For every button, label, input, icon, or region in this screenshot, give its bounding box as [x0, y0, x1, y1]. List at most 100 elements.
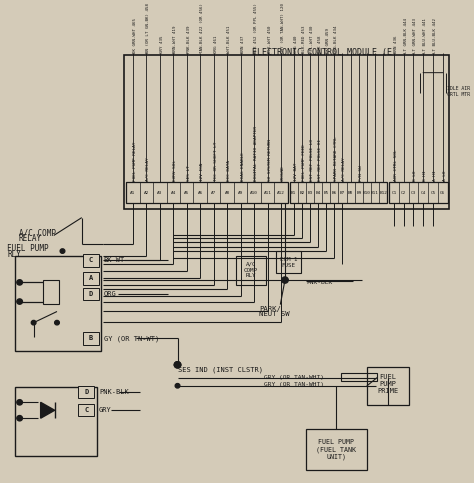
Text: ECC DATA: ECC DATA: [227, 159, 231, 181]
Text: BLK-WHT 450: BLK-WHT 450: [267, 25, 272, 53]
Bar: [82, 332, 99, 345]
Text: EST REF PULSE LO: EST REF PULSE LO: [310, 139, 314, 181]
Bar: [236, 256, 266, 284]
Text: A/C
COMP
RLY: A/C COMP RLY: [244, 262, 258, 278]
Text: GROUND: GROUND: [281, 165, 285, 181]
Circle shape: [174, 362, 181, 368]
Text: B11: B11: [371, 191, 379, 195]
Text: B LO: B LO: [413, 170, 418, 181]
Text: C5: C5: [430, 191, 436, 195]
Text: C1: C1: [392, 191, 397, 195]
Text: A1: A1: [130, 191, 136, 195]
Circle shape: [31, 320, 36, 325]
Circle shape: [17, 399, 22, 405]
Text: A LO: A LO: [443, 170, 447, 181]
Bar: [124, 55, 448, 209]
Text: C: C: [89, 257, 93, 263]
Text: PPL-WHT 430: PPL-WHT 430: [310, 25, 314, 53]
Text: GY (OR TN-WT): GY (OR TN-WT): [104, 335, 159, 342]
Text: C2: C2: [401, 191, 406, 195]
Text: BRN 437: BRN 437: [241, 35, 245, 53]
Bar: [290, 182, 387, 203]
Text: A6: A6: [198, 191, 203, 195]
Text: B2: B2: [299, 191, 304, 195]
Text: P/N SW: P/N SW: [359, 165, 363, 181]
Text: BRN 436: BRN 436: [394, 35, 398, 53]
Bar: [389, 182, 447, 203]
Text: B6: B6: [332, 191, 337, 195]
Bar: [43, 280, 59, 304]
Text: GRY (OR TAN-WHT): GRY (OR TAN-WHT): [264, 383, 324, 387]
Text: TCC OR SHIFT LT: TCC OR SHIFT LT: [214, 141, 218, 181]
Text: EST REF PULSE HI: EST REF PULSE HI: [318, 139, 322, 181]
Text: GRY (OR TAN-WHT): GRY (OR TAN-WHT): [264, 375, 324, 380]
Text: A8: A8: [225, 191, 230, 195]
Text: PNK-BLK: PNK-BLK: [306, 280, 332, 285]
Text: B HI: B HI: [423, 170, 427, 181]
Text: A4: A4: [171, 191, 176, 195]
Bar: [15, 387, 97, 456]
Text: AIR CTRL SOL: AIR CTRL SOL: [394, 149, 398, 181]
Bar: [126, 182, 288, 203]
Text: C: C: [84, 407, 88, 413]
Text: EVRV SOL: EVRV SOL: [173, 159, 177, 181]
Text: A7: A7: [211, 191, 216, 195]
Text: GRY: GRY: [99, 407, 112, 413]
Bar: [82, 254, 99, 267]
Text: SES LT: SES LT: [187, 165, 191, 181]
Text: A10: A10: [250, 191, 258, 195]
Text: C3: C3: [411, 191, 416, 195]
Circle shape: [175, 384, 180, 388]
Text: BN (OR LT GN-BK) 458: BN (OR LT GN-BK) 458: [146, 2, 150, 53]
Text: A12: A12: [277, 191, 285, 195]
Circle shape: [60, 249, 65, 253]
Text: A5: A5: [184, 191, 190, 195]
Text: A HI: A HI: [433, 170, 437, 181]
Bar: [78, 386, 94, 398]
Text: GRY 435: GRY 435: [160, 35, 164, 53]
Text: D: D: [89, 291, 93, 297]
Bar: [15, 256, 101, 352]
Text: A11: A11: [264, 191, 272, 195]
Text: RLY: RLY: [7, 250, 21, 259]
Circle shape: [55, 320, 59, 325]
Text: RELAY: RELAY: [18, 234, 42, 243]
Text: A/C COMP: A/C COMP: [18, 229, 55, 238]
Text: SES IND (INST CLSTR): SES IND (INST CLSTR): [178, 366, 263, 372]
Circle shape: [17, 280, 22, 285]
Text: TAN-BLK 422 (OR 456): TAN-BLK 422 (OR 456): [200, 2, 204, 53]
Text: DIGITAL RATIO ADAPTER: DIGITAL RATIO ADAPTER: [254, 126, 258, 181]
Text: B8: B8: [348, 191, 353, 195]
Text: BRN-WHT 419: BRN-WHT 419: [173, 25, 177, 53]
Text: LT BLU-BLK 442: LT BLU-BLK 442: [433, 17, 437, 53]
Text: BLK 452 (OR PPL 455): BLK 452 (OR PPL 455): [254, 2, 258, 53]
Text: BLK 458: BLK 458: [318, 35, 322, 53]
Text: NEUT SW: NEUT SW: [259, 312, 290, 317]
Text: LT GRN-WHT 443: LT GRN-WHT 443: [413, 17, 418, 53]
Circle shape: [17, 415, 22, 421]
Bar: [82, 288, 99, 300]
Text: ECM 1
FUSE: ECM 1 FUSE: [280, 257, 297, 268]
Text: FUEL PUMP FEED: FUEL PUMP FEED: [302, 144, 306, 181]
Text: WHT-BLK 451: WHT-BLK 451: [227, 25, 231, 53]
Circle shape: [174, 362, 181, 368]
Text: ORG-BLK 434: ORG-BLK 434: [334, 25, 338, 53]
Text: PNK-BLK 439: PNK-BLK 439: [187, 25, 191, 53]
Text: B1: B1: [291, 191, 296, 195]
Text: FUEL PUMP
(FUEL TANK
UNIT): FUEL PUMP (FUEL TANK UNIT): [316, 439, 356, 460]
Text: C6: C6: [440, 191, 446, 195]
Text: 5V SYSTEM RETURN: 5V SYSTEM RETURN: [267, 139, 272, 181]
Text: DK GRN-WHT 465: DK GRN-WHT 465: [133, 17, 137, 53]
Text: FUEL PUMP: FUEL PUMP: [7, 244, 49, 254]
Circle shape: [17, 299, 22, 304]
Text: ORG 440: ORG 440: [294, 35, 298, 53]
Text: B9: B9: [356, 191, 361, 195]
Text: B4: B4: [316, 191, 321, 195]
Bar: [367, 367, 409, 405]
Text: B: B: [89, 336, 93, 341]
Text: 12V BAT: 12V BAT: [294, 162, 298, 181]
Text: B5: B5: [324, 191, 329, 195]
Text: B10: B10: [363, 191, 371, 195]
Text: C4: C4: [420, 191, 426, 195]
Text: GHY (OR TAN-WHT) 120: GHY (OR TAN-WHT) 120: [281, 2, 285, 53]
